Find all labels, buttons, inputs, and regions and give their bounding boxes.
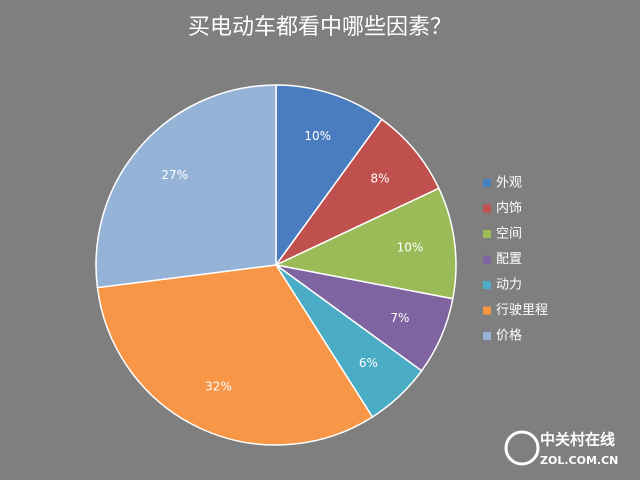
data-label: 32% — [205, 380, 232, 394]
legend-marker — [483, 230, 491, 238]
legend-label: 配置 — [496, 252, 522, 267]
data-label: 8% — [370, 171, 389, 185]
legend-marker — [483, 255, 491, 264]
legend-marker — [483, 204, 491, 213]
data-label: 10% — [397, 241, 424, 255]
pie-slice — [275, 84, 383, 268]
legend-label: 外观 — [496, 176, 522, 191]
legend-marker — [483, 332, 491, 340]
data-label: 10% — [304, 129, 331, 143]
legend-marker — [483, 179, 491, 187]
legend-label: 内饰 — [496, 200, 522, 216]
watermark-name: 中关村在线 — [540, 431, 615, 449]
pie-slice — [96, 264, 374, 446]
data-label: 6% — [359, 356, 378, 370]
pie-slice — [95, 84, 277, 289]
legend-label: 动力 — [496, 278, 522, 293]
legend-label: 空间 — [496, 227, 522, 242]
watermark-url: ZOL.COM.CN — [540, 454, 618, 467]
legend-marker — [483, 306, 491, 315]
pie-slice — [275, 118, 440, 266]
legend-label: 价格 — [496, 328, 522, 344]
legend-label: 行驶里程 — [496, 303, 548, 318]
data-label: 27% — [161, 168, 188, 182]
data-label: 7% — [390, 311, 409, 325]
watermark: 中关村在线 ZOL.COM.CN — [504, 430, 618, 467]
legend-marker — [483, 281, 491, 289]
chart-title: 买电动车都看中哪些因素？ — [188, 15, 452, 40]
pie-slice — [273, 187, 457, 300]
watermark-logo — [504, 430, 540, 466]
